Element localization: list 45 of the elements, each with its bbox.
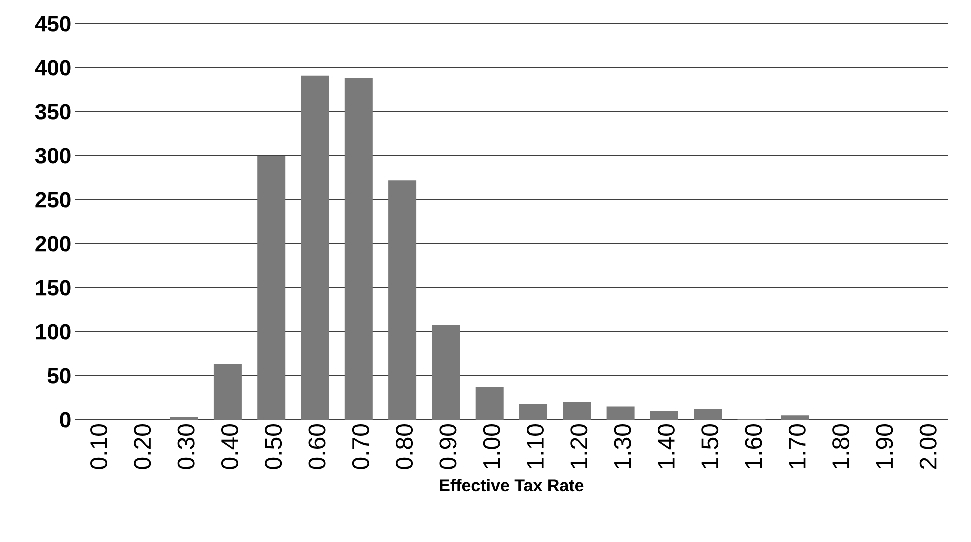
y-tick-label: 250 [36, 192, 71, 208]
bar [781, 416, 810, 420]
x-tick-label: 2.00 [920, 424, 937, 470]
y-tick-label: 450 [35, 16, 71, 32]
x-tick-label: 1.60 [745, 424, 762, 468]
bar [170, 417, 198, 420]
bar [344, 78, 373, 420]
bar [606, 406, 635, 420]
bar [650, 411, 678, 420]
x-tick-label: 1.30 [614, 424, 632, 468]
bar [694, 409, 722, 420]
x-tick-label: 0.90 [440, 424, 457, 470]
x-tick-label: 0.30 [178, 424, 195, 470]
bar [301, 76, 330, 420]
x-axis-title: Effective Tax Rate [440, 479, 584, 492]
x-tick-label: 1.00 [483, 424, 500, 468]
x-tick-label: 0.40 [221, 424, 238, 470]
bar [520, 404, 548, 420]
y-tick-label: 50 [48, 368, 71, 384]
bar [214, 364, 242, 420]
x-tick-label: 1.50 [702, 424, 719, 468]
y-tick-label: 100 [36, 324, 71, 340]
x-tick-label: 1.20 [570, 424, 588, 468]
bar [258, 156, 286, 420]
x-tick-label: 0.20 [134, 424, 152, 470]
x-tick-label: 1.10 [527, 424, 544, 468]
x-tick-label: 0.80 [396, 424, 414, 470]
x-tick-label: 0.70 [352, 424, 370, 470]
x-tick-label: 0.10 [90, 424, 108, 470]
y-tick-label: 150 [36, 280, 71, 296]
bar [476, 387, 504, 420]
x-tick-label: 1.40 [658, 424, 675, 468]
x-tick-label: 0.60 [308, 424, 326, 470]
x-tick-label: 0.50 [265, 424, 282, 470]
bar [432, 324, 460, 420]
x-tick-label: 1.90 [876, 424, 894, 468]
y-tick-label: 350 [35, 104, 71, 120]
bar [563, 402, 592, 420]
y-tick-label: 300 [35, 148, 71, 164]
y-tick-label: 0 [60, 412, 71, 428]
y-tick-label: 400 [35, 60, 71, 76]
y-tick-label: 200 [36, 236, 71, 252]
x-tick-label: 1.80 [832, 424, 850, 468]
x-tick-label: 1.70 [788, 424, 806, 468]
bar [388, 180, 417, 420]
